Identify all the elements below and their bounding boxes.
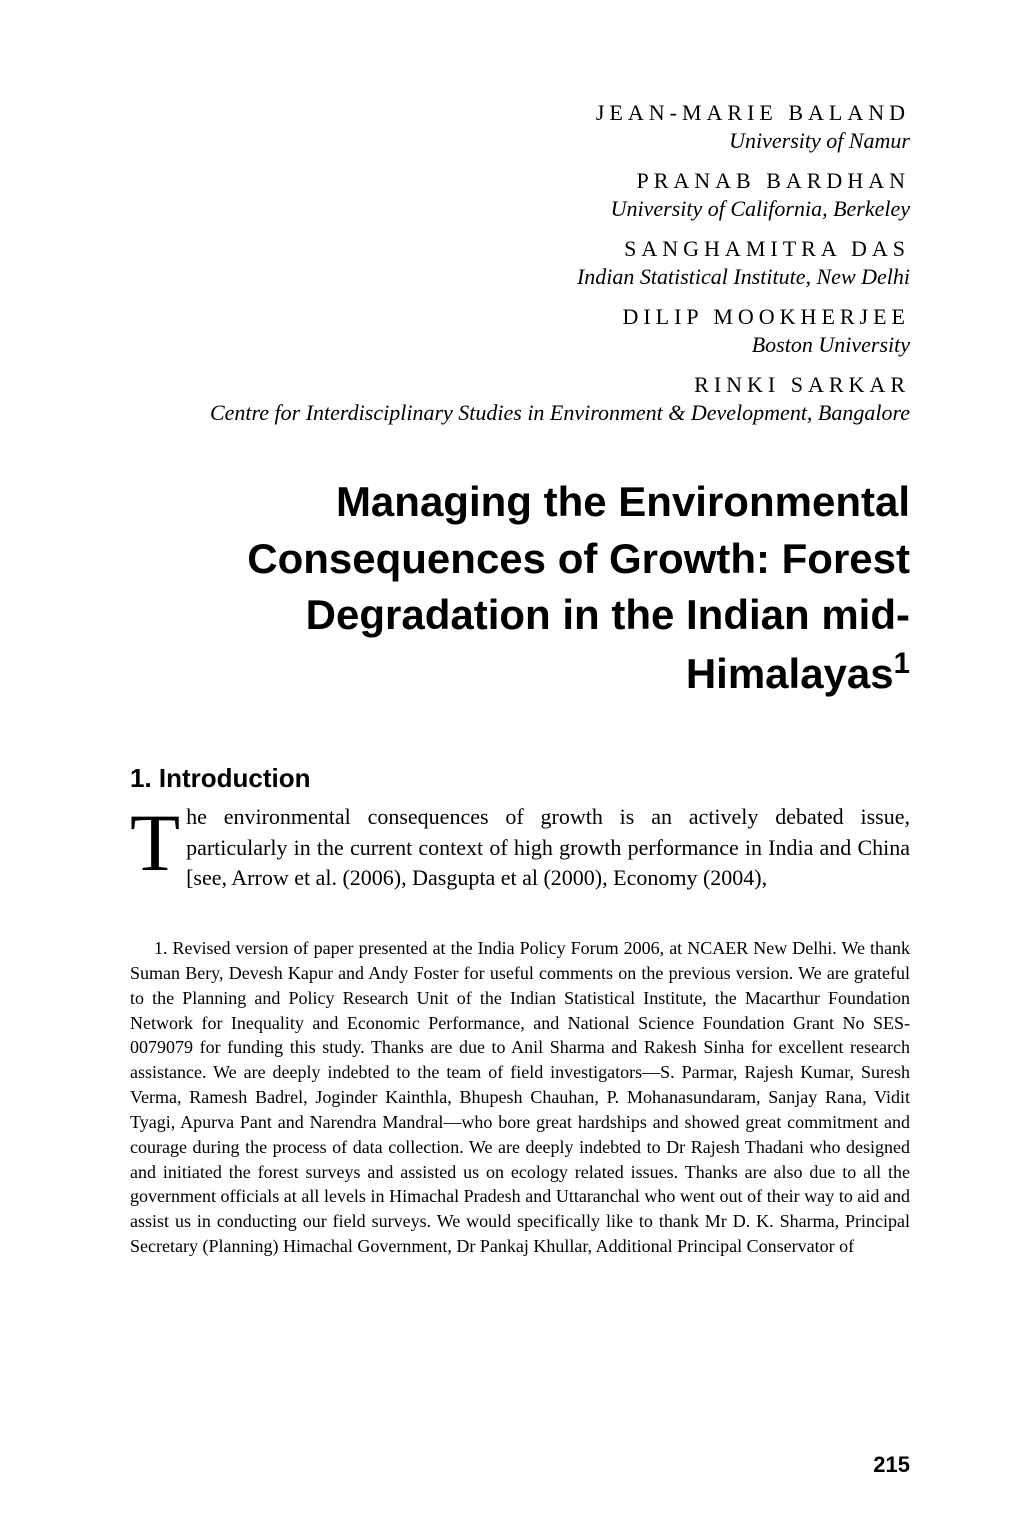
title-line-1: Managing the Environmental (130, 474, 910, 531)
author-affiliation: Indian Statistical Institute, New Delhi (130, 264, 910, 290)
author-name: RINKI SARKAR (130, 372, 910, 398)
footnote-number: 1. (154, 938, 168, 958)
author-affiliation: University of Namur (130, 128, 910, 154)
author-block-2: PRANAB BARDHAN University of California,… (130, 168, 910, 222)
author-block-3: SANGHAMITRA DAS Indian Statistical Insti… (130, 236, 910, 290)
author-affiliation: Boston University (130, 332, 910, 358)
intro-paragraph: The environmental consequences of growth… (130, 802, 910, 894)
intro-body-text: he environmental consequences of growth … (186, 804, 910, 891)
author-name: SANGHAMITRA DAS (130, 236, 910, 262)
footnote-text: Revised version of paper presented at th… (130, 938, 910, 1256)
author-affiliation: University of California, Berkeley (130, 196, 910, 222)
page-number: 215 (873, 1452, 910, 1478)
title-line-3: Degradation in the Indian mid-Himalayas1 (130, 587, 910, 702)
author-block-1: JEAN-MARIE BALAND University of Namur (130, 100, 910, 154)
author-affiliation: Centre for Interdisciplinary Studies in … (130, 400, 910, 426)
dropcap: T (130, 802, 186, 878)
title-footnote-marker: 1 (894, 647, 910, 680)
author-block-4: DILIP MOOKHERJEE Boston University (130, 304, 910, 358)
author-name: PRANAB BARDHAN (130, 168, 910, 194)
author-name: JEAN-MARIE BALAND (130, 100, 910, 126)
footnote-1: 1. Revised version of paper presented at… (130, 936, 910, 1259)
paper-title: Managing the Environmental Consequences … (130, 474, 910, 703)
title-line-3-text: Degradation in the Indian mid-Himalayas (306, 591, 910, 697)
footnote-separator (130, 918, 910, 936)
author-block-5: RINKI SARKAR Centre for Interdisciplinar… (130, 372, 910, 426)
author-name: DILIP MOOKHERJEE (130, 304, 910, 330)
title-line-2: Consequences of Growth: Forest (130, 531, 910, 588)
section-heading: 1. Introduction (130, 763, 910, 794)
